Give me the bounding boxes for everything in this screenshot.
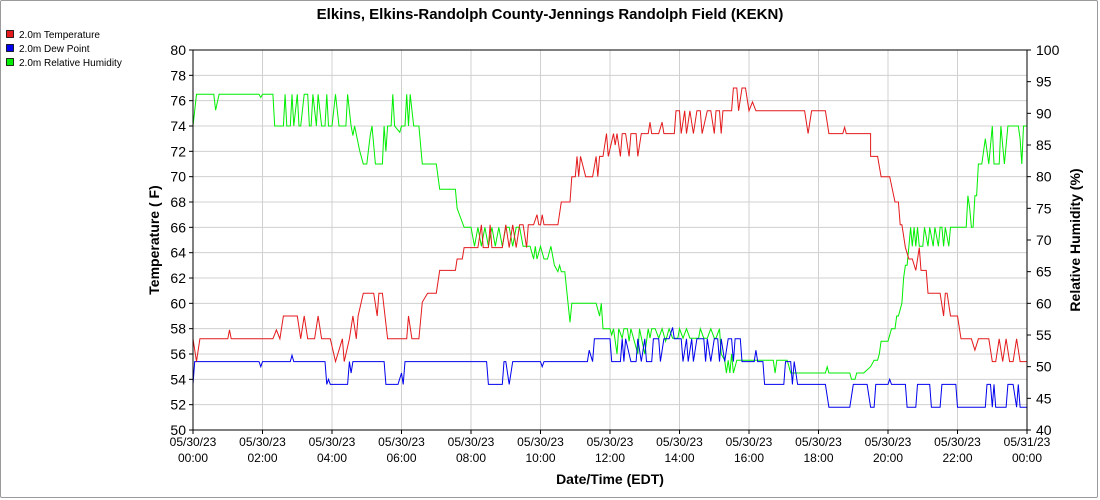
y-right-tick-label: 45 (1036, 390, 1052, 406)
y-left-tick-label: 70 (170, 169, 186, 185)
y-right-tick-label: 85 (1036, 137, 1052, 153)
y-axis-left-label: Temperature ( F) (146, 185, 162, 294)
x-tick-date: 05/30/23 (239, 435, 286, 449)
series-line-2-0m-temperature (192, 87, 1027, 364)
y-left-tick-label: 76 (170, 93, 186, 109)
y-left-tick-label: 74 (170, 118, 186, 134)
y-right-tick-label: 55 (1036, 327, 1052, 343)
y-left-tick-label: 64 (170, 245, 186, 261)
y-right-tick-label: 40 (1036, 422, 1052, 438)
legend-swatch (6, 30, 14, 38)
x-tick-time: 06:00 (386, 451, 416, 465)
x-tick-time: 08:00 (456, 451, 486, 465)
y-axis-left-ticks: 50 52 54 56 58 60 62 64 66 68 70 72 74 76 78 80 (170, 42, 193, 438)
x-tick-date: 05/30/23 (587, 435, 634, 449)
chart-title: Elkins, Elkins-Randolph County-Jennings … (317, 6, 784, 23)
series-line-2-0m-relative-humidity (192, 93, 1027, 380)
x-tick-time: 16:00 (734, 451, 764, 465)
y-left-tick-label: 72 (170, 143, 186, 159)
y-left-tick-label: 80 (170, 42, 186, 58)
y-left-tick-label: 68 (170, 194, 186, 210)
y-left-tick-label: 56 (170, 346, 186, 362)
x-tick-date: 05/31/23 (1004, 435, 1051, 449)
x-tick-date: 05/30/23 (795, 435, 842, 449)
y-axis-right-ticks: 40 45 50 55 60 65 70 75 80 85 90 95 100 (1027, 42, 1060, 438)
x-tick-time: 20:00 (873, 451, 903, 465)
y-right-tick-label: 75 (1036, 200, 1052, 216)
y-left-tick-label: 58 (170, 321, 186, 337)
y-left-tick-label: 60 (170, 295, 186, 311)
x-tick-time: 18:00 (803, 451, 833, 465)
y-right-tick-label: 100 (1036, 42, 1060, 58)
x-tick-date: 05/30/23 (378, 435, 425, 449)
y-right-tick-label: 70 (1036, 232, 1052, 248)
x-tick-date: 05/30/23 (309, 435, 356, 449)
legend-swatch (6, 44, 14, 52)
y-right-tick-label: 60 (1036, 295, 1052, 311)
x-axis-label: Date/Time (EDT) (556, 471, 664, 487)
y-right-tick-label: 50 (1036, 359, 1052, 375)
y-right-tick-label: 65 (1036, 264, 1052, 280)
legend-swatch (6, 58, 14, 66)
x-tick-time: 02:00 (247, 451, 277, 465)
grid (192, 49, 1028, 431)
x-tick-date: 05/30/23 (656, 435, 703, 449)
legend: 2.0m Temperature 2.0m Dew Point 2.0m Relat… (6, 30, 122, 69)
series-line-2-0m-dew-point (192, 327, 1027, 408)
y-left-tick-label: 62 (170, 270, 186, 286)
legend-label: 2.0m Dew Point (19, 44, 90, 55)
x-axis-ticks: 05/30/23 00:00 05/30/23 02:00 05/30/23 04:00 0… (170, 430, 1051, 465)
y-left-tick-label: 78 (170, 67, 186, 83)
y-left-tick-label: 66 (170, 219, 186, 235)
plot-lines (192, 87, 1027, 408)
x-tick-time: 00:00 (178, 451, 208, 465)
x-tick-date: 05/30/23 (517, 435, 564, 449)
y-right-tick-label: 90 (1036, 105, 1052, 121)
x-tick-date: 05/30/23 (934, 435, 981, 449)
y-left-tick-label: 50 (170, 422, 186, 438)
x-tick-date: 05/30/23 (865, 435, 912, 449)
legend-label: 2.0m Temperature (19, 30, 100, 41)
x-tick-time: 12:00 (595, 451, 625, 465)
x-tick-time: 14:00 (664, 451, 694, 465)
x-tick-date: 05/30/23 (448, 435, 495, 449)
y-right-tick-label: 80 (1036, 169, 1052, 185)
y-left-tick-label: 52 (170, 397, 186, 413)
x-tick-date: 05/30/23 (726, 435, 773, 449)
x-tick-time: 10:00 (525, 451, 555, 465)
y-left-tick-label: 54 (170, 371, 186, 387)
y-right-tick-label: 95 (1036, 74, 1052, 90)
x-tick-time: 22:00 (942, 451, 972, 465)
y-axis-right-label: Relative Humidity (%) (1067, 168, 1083, 311)
x-tick-time: 04:00 (317, 451, 347, 465)
legend-label: 2.0m Relative Humidity (19, 58, 122, 69)
x-tick-date: 05/30/23 (170, 435, 217, 449)
x-tick-time: 00:00 (1012, 451, 1042, 465)
